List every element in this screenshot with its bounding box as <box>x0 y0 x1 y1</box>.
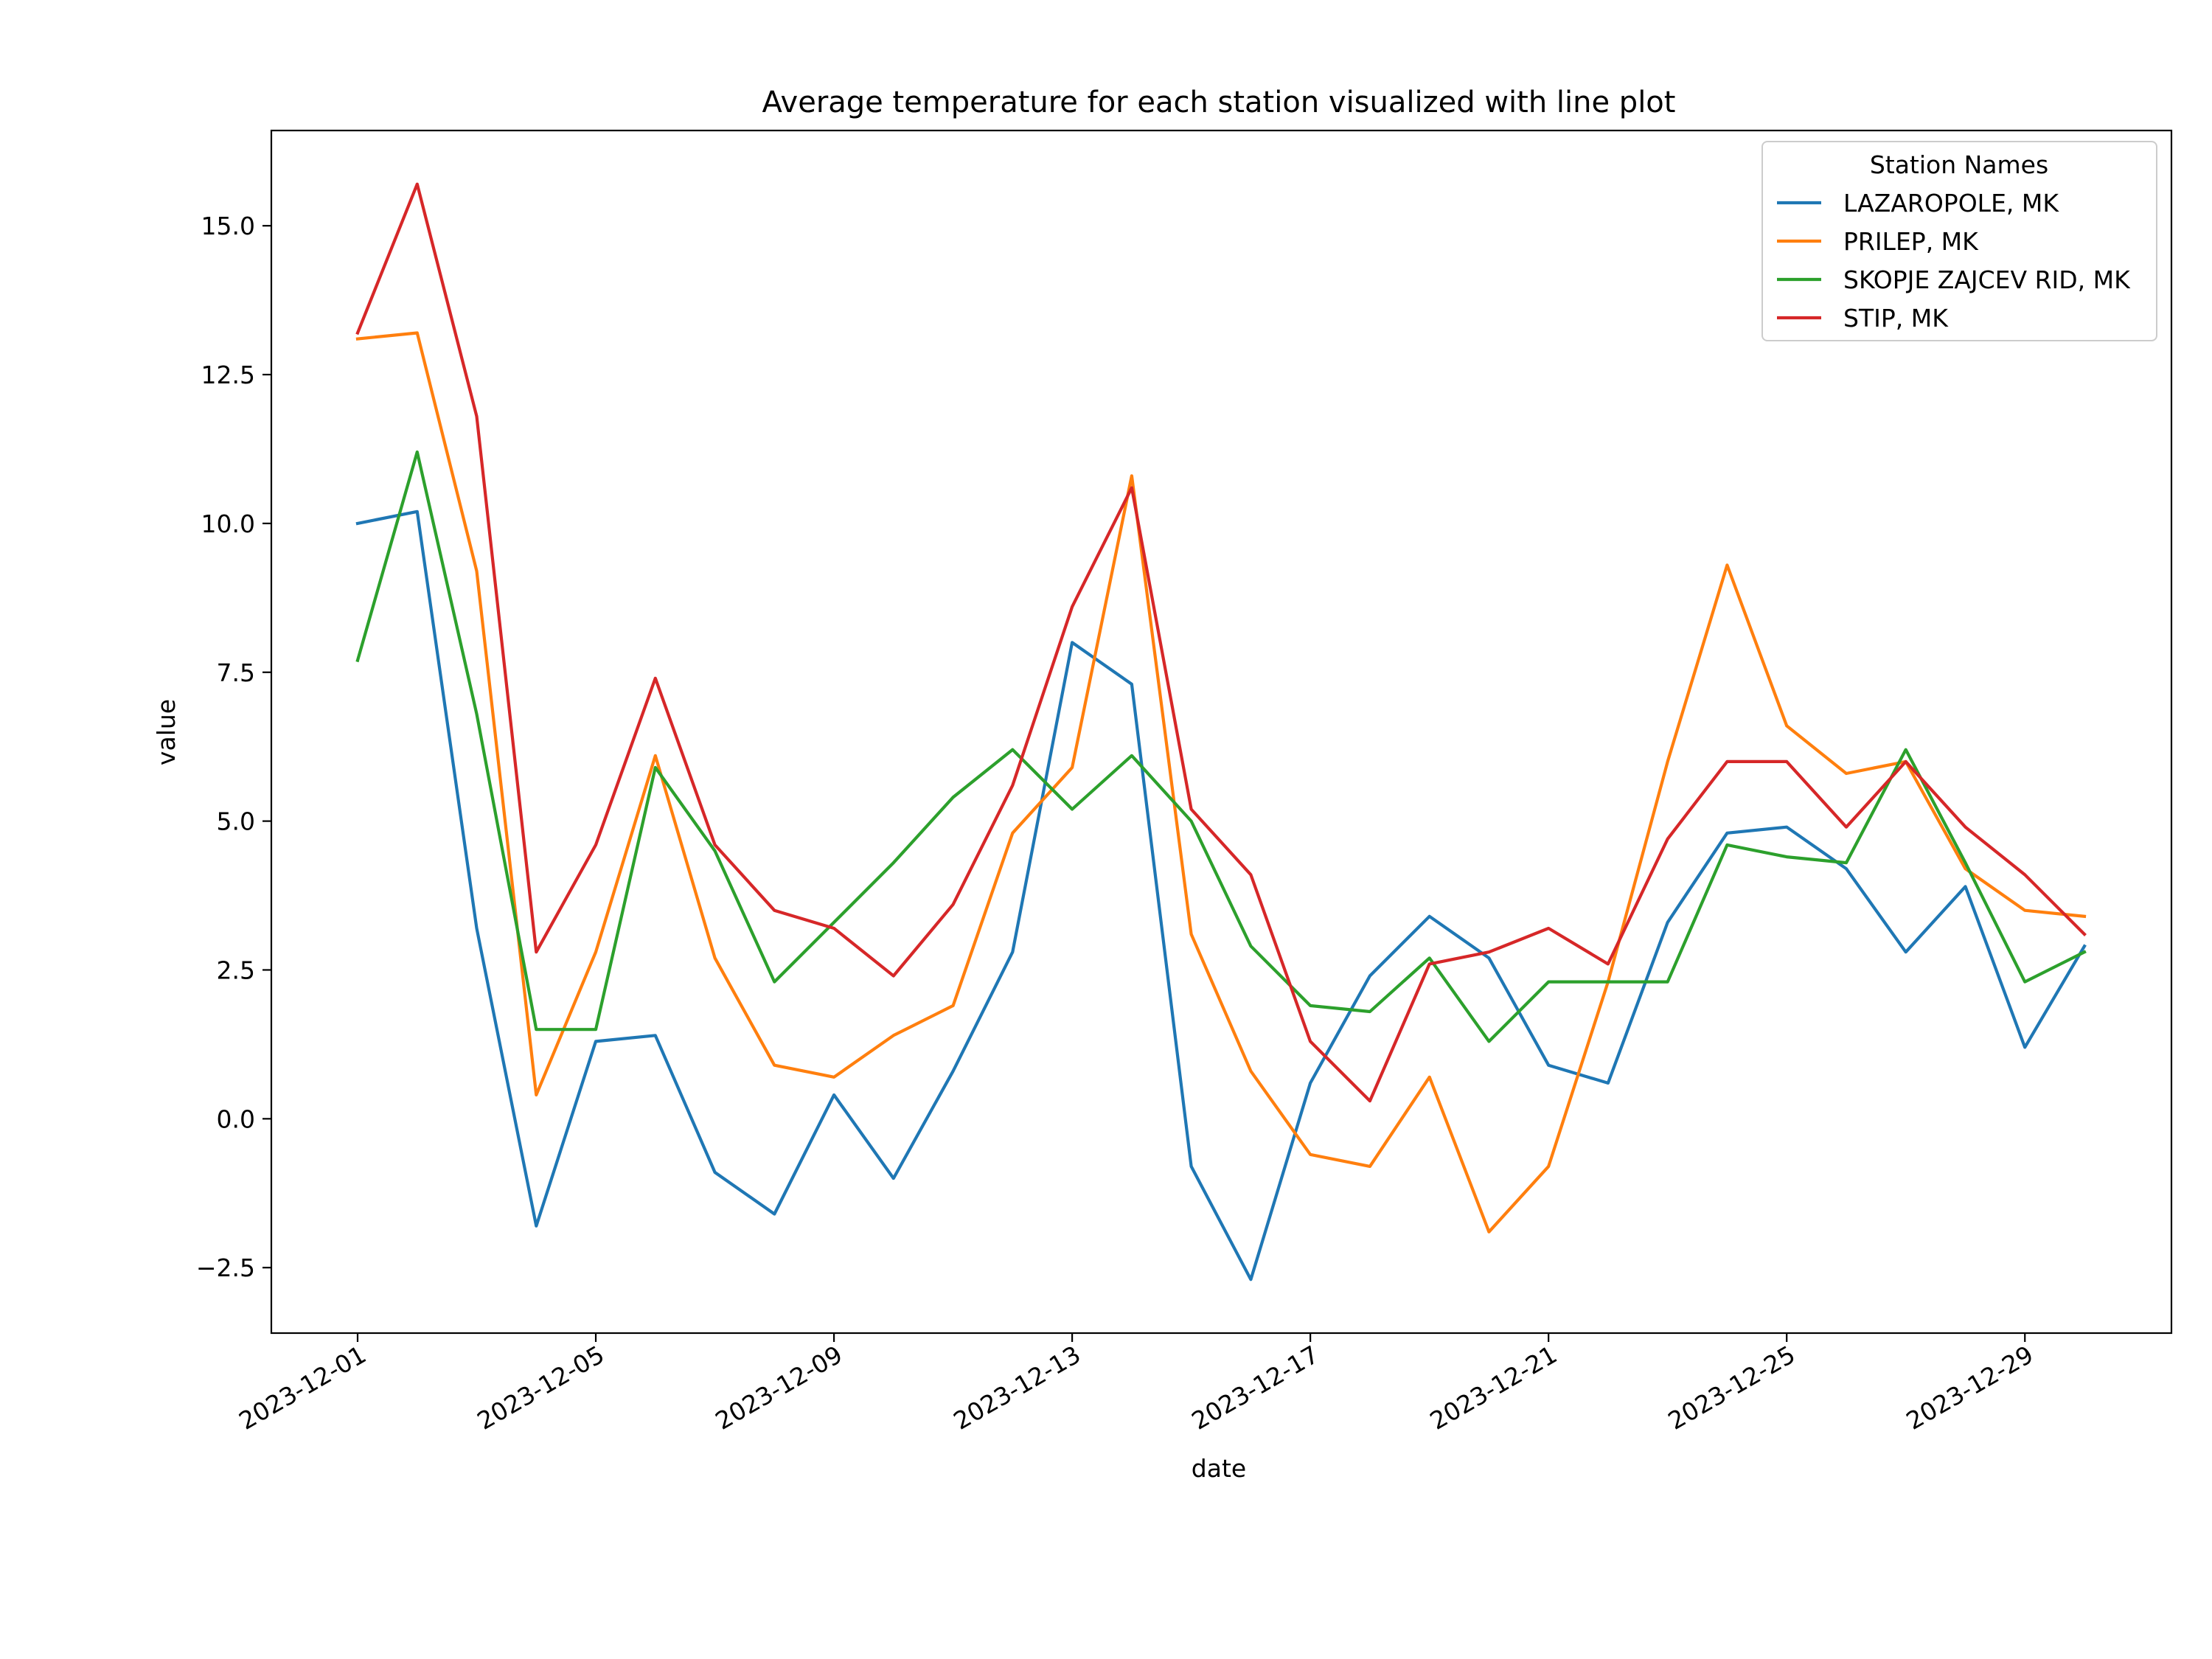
y-tick-label: 5.0 <box>217 807 255 836</box>
y-tick-label: 15.0 <box>201 212 255 240</box>
series-line-lazaropole-mk <box>355 509 2087 1281</box>
legend-box <box>1761 141 2157 341</box>
legend-entry-label: STIP, MK <box>1843 304 1949 333</box>
legend: Station Names LAZAROPOLE, MK PRILEP, MK SK… <box>1761 141 2157 341</box>
chart-title: Average temperature for each station vis… <box>762 86 1676 119</box>
legend-entry-label: PRILEP, MK <box>1843 227 1979 256</box>
y-tick-label: 12.5 <box>201 361 255 389</box>
series-line-skopje-zajcev-rid-mk <box>355 450 2087 1043</box>
y-tick-label: 10.0 <box>201 509 255 538</box>
y-tick-label: 7.5 <box>217 658 255 687</box>
x-axis-label: date <box>1192 1454 1246 1483</box>
series-line-prilep-mk <box>355 331 2087 1234</box>
series-line-stip-mk <box>355 182 2087 1103</box>
y-tick-label: −2.5 <box>196 1253 255 1282</box>
legend-title: Station Names <box>1870 150 2048 179</box>
y-tick-label: 2.5 <box>217 956 255 984</box>
y-tick-label: 0.0 <box>217 1105 255 1133</box>
plot-frame <box>270 129 2173 1335</box>
y-axis-label: value <box>152 699 181 765</box>
legend-entry-label: LAZAROPOLE, MK <box>1843 189 2059 218</box>
legend-entry-label: SKOPJE ZAJCEV RID, MK <box>1843 265 2131 294</box>
